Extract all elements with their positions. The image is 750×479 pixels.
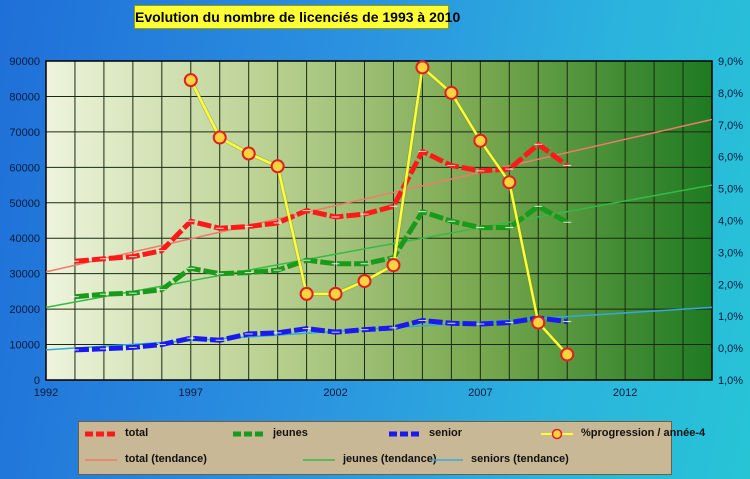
x-tick-label: 1992 [34, 387, 58, 399]
y-right-tick-label: 0,0% [718, 343, 743, 355]
series-point-progression [241, 146, 256, 161]
x-tick-label: 1997 [179, 387, 203, 399]
y-right-tick-label: 6,0% [718, 152, 743, 164]
y-right-tick-label: 9,0% [718, 56, 743, 68]
series-line-total-tendance [45, 118, 713, 273]
legend-label-jeunes-tendance: jeunes (tendance) [343, 453, 437, 465]
series-line-total [74, 141, 569, 264]
legend-label-jeunes: jeunes [273, 427, 308, 439]
y-left-tick-label: 10000 [9, 340, 40, 352]
series-point-progression [531, 315, 546, 330]
line-chart: 0 10000 20000 30000 40000 50000 60000 70000 8000… [9, 56, 743, 399]
y-right-tick-label: 5,0% [718, 184, 743, 196]
chart-title: Evolution du nombre de licenciés de 1993… [134, 5, 460, 29]
y-left-tick-label: 80000 [9, 91, 40, 103]
y-left-tick-label: 90000 [9, 56, 40, 68]
series-point-progression [444, 85, 459, 100]
y-right-tick-label: 1,0% [718, 311, 743, 323]
y-left-tick-label: 60000 [9, 162, 40, 174]
series-point-progression [386, 258, 401, 273]
legend-label-total: total [125, 427, 149, 439]
series-point-progression [502, 175, 517, 190]
y-left-tick-label: 30000 [9, 269, 40, 281]
series-point-progression [270, 159, 285, 174]
x-tick-label: 2007 [468, 387, 492, 399]
chart-legend: total jeunes senior %progression / année… [78, 421, 705, 475]
y-right-tick-label: 1,0% [718, 375, 743, 387]
y-right-tick-label: 2,0% [718, 279, 743, 291]
series-point-progression [415, 60, 430, 75]
plot-area [46, 61, 712, 380]
plot-border [45, 60, 713, 381]
series-line-jeunes-tendance [45, 184, 713, 309]
legend-label-senior: senior [429, 427, 463, 439]
series-point-progression [473, 133, 488, 148]
series-point-progression [560, 347, 575, 362]
y-left-tick-label: 20000 [9, 304, 40, 316]
series-line-senior [74, 315, 568, 353]
y-right-tick-label: 8,0% [718, 88, 743, 100]
legend-label-seniors-tendance: seniors (tendance) [471, 453, 569, 465]
y-right-tick-label: 7,0% [718, 120, 743, 132]
x-tick-label: 2012 [613, 387, 637, 399]
series-point-progression [299, 286, 314, 301]
legend-label-progression: %progression / année-4 [581, 427, 706, 439]
series-point-progression [212, 130, 227, 145]
y-right-tick-label: 3,0% [718, 247, 743, 259]
series-line-jeunes [74, 203, 569, 300]
series-point-progression [328, 286, 343, 301]
y-left-tick-label: 0 [34, 375, 40, 387]
y-left-tick-label: 40000 [9, 233, 40, 245]
series-point-progression [183, 73, 198, 88]
series-point-progression [357, 274, 372, 289]
y-right-tick-label: 4,0% [718, 216, 743, 228]
y-left-tick-label: 50000 [9, 198, 40, 210]
y-left-tick-label: 70000 [9, 127, 40, 139]
x-tick-label: 2002 [323, 387, 347, 399]
legend-label-total-tendance: total (tendance) [125, 453, 207, 465]
